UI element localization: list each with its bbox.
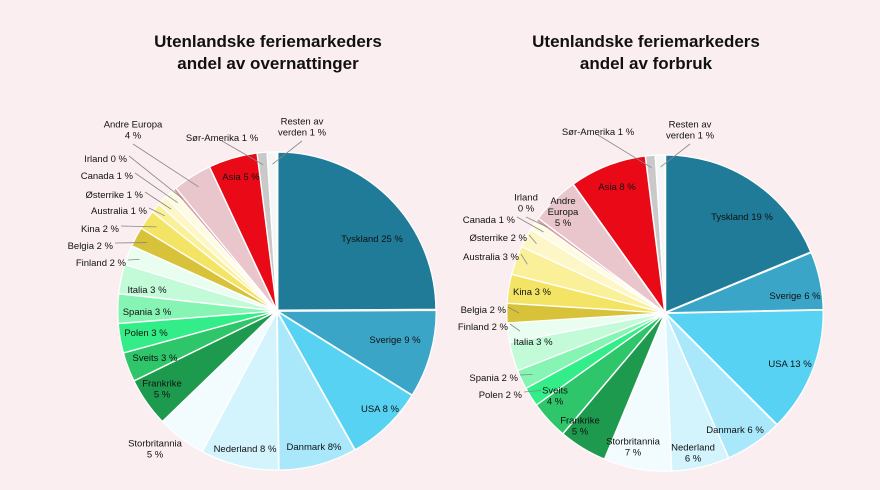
slice-label-polen: Polen 3 % [124, 328, 168, 339]
pie-forbruk: Tyskland 19 % Sverige 6 % USA 13 % Danmark … [458, 120, 824, 472]
slice-sverige [665, 251, 824, 314]
slice-labels: Tyskland 19 % Sverige 6 % USA 13 % Danmark … [458, 120, 821, 465]
slice-label-nederland: Nederland 8 % [214, 444, 277, 455]
slice-usa [664, 309, 824, 426]
slice-label-italia: Italia 3 % [127, 285, 167, 296]
leader-lines [114, 140, 303, 261]
leader-line-kina [120, 225, 157, 228]
slice-label-resten-av-verden: Resten av [281, 117, 324, 128]
slice-label-sveits: 4 % [547, 397, 564, 408]
slice-label-kina: Kina 3 % [513, 287, 552, 298]
slice-tyskland [665, 154, 812, 313]
slice-label-sveits: Sveits [542, 386, 568, 397]
chart-title-forbruk: Utenlandske feriemarkeders andel av forb… [496, 31, 796, 75]
slice-label-resten-av-verden: verden 1 % [666, 131, 715, 142]
leader-line-canada [134, 172, 178, 204]
chart-title-line: andel av overnattinger [177, 54, 359, 73]
leader-line-irland [128, 155, 183, 199]
slice-label-storbritannia: Storbritannia [606, 437, 661, 448]
slice-label-andre-europa: 4 % [125, 131, 142, 142]
leader-line-australia [148, 207, 166, 217]
leader-line-polen [523, 390, 542, 393]
leader-line-resten-av-verden [660, 143, 691, 168]
slice-label-usa: USA 8 % [361, 404, 400, 415]
slice-label-tyskland: Tyskland 19 % [711, 212, 773, 223]
slice-label-andre-europa: Europa [548, 207, 579, 218]
slice-label-usa: USA 13 % [768, 359, 812, 370]
leader-line-sor-amerika [597, 134, 652, 168]
leader-line-osterrike [528, 234, 537, 244]
leader-line-resten-av-verden [272, 140, 303, 165]
slice-label-storbritannia: 7 % [625, 448, 642, 459]
chart-title-overnattinger: Utenlandske feriemarkeders andel av over… [118, 31, 418, 75]
leader-line-andre-europa [132, 143, 199, 188]
slice-tyskland [277, 151, 437, 311]
slice-label-polen: Polen 2 % [479, 390, 523, 401]
slice-label-storbritannia: Storbritannia [128, 439, 183, 450]
leader-line-osterrike [144, 191, 172, 210]
slice-label-finland: Finland 2 % [458, 322, 509, 333]
slice-label-danmark: Danmark 8% [287, 442, 342, 453]
slice-label-australia: Australia 3 % [463, 252, 520, 263]
slice-label-sor-amerika: Sør-Amerika 1 % [562, 127, 635, 138]
leader-line-canada [516, 216, 544, 233]
slice-label-australia: Australia 1 % [91, 206, 148, 217]
slice-label-finland: Finland 2 % [76, 258, 127, 269]
leader-line-irland [525, 216, 548, 228]
slice-label-storbritannia: 5 % [147, 450, 164, 461]
slice-label-nederland: 6 % [685, 454, 702, 465]
slice-label-resten-av-verden: Resten av [669, 120, 712, 131]
slice-label-asia: Asia 5 % [222, 172, 260, 183]
leader-line-sor-amerika [221, 140, 264, 166]
slice-label-resten-av-verden: verden 1 % [278, 128, 327, 139]
slice-resten-av-verden [266, 151, 278, 310]
pie-slices [506, 154, 824, 472]
slice-labels: Tyskland 25 % Sverige 9 % USA 8 % Danmark 8… [68, 117, 422, 461]
slice-sverige [276, 309, 437, 396]
slice-label-sverige: Sverige 9 % [369, 335, 421, 346]
slice-label-andre-europa: Andre Europa [104, 120, 163, 131]
chart-title-line: Utenlandske feriemarkeders [532, 32, 760, 51]
slice-label-osterrike: Østerrike 2 % [469, 233, 527, 244]
pie-slices [117, 151, 437, 471]
slice-label-belgia: Belgia 2 % [461, 305, 507, 316]
slice-label-tyskland: Tyskland 25 % [341, 234, 403, 245]
slice-label-italia: Italia 3 % [513, 337, 553, 348]
slice-label-spania: Spania 2 % [469, 373, 518, 384]
slice-label-frankrike: 5 % [572, 427, 589, 438]
slice-label-andre-europa: 5 % [555, 218, 572, 229]
slice-label-danmark: Danmark 6 % [706, 425, 764, 436]
slice-label-osterrike: Østerrike 1 % [85, 190, 143, 201]
slice-label-kina: Kina 2 % [81, 224, 120, 235]
slice-label-frankrike: Frankrike [142, 379, 182, 390]
slice-usa [277, 311, 413, 451]
slice-label-irland: Irland 0 % [84, 154, 127, 165]
leader-line-belgia [507, 306, 520, 314]
slice-label-belgia: Belgia 2 % [68, 241, 114, 252]
slice-label-canada: Canada 1 % [463, 215, 516, 226]
leader-lines [507, 134, 691, 393]
slice-label-irland: Irland [514, 193, 538, 204]
leader-line-finland [509, 323, 521, 332]
leader-line-spania [519, 374, 533, 376]
slice-resten-av-verden [654, 154, 666, 312]
slice-label-sor-amerika: Sør-Amerika 1 % [186, 133, 259, 144]
slice-label-sveits: Sveits 3 % [133, 353, 178, 364]
leader-line-australia [520, 253, 528, 265]
slice-label-canada: Canada 1 % [81, 171, 134, 182]
slice-label-nederland: Nederland [671, 443, 715, 454]
slice-label-sverige: Sverige 6 % [769, 291, 821, 302]
pie-overnattinger: Tyskland 25 % Sverige 9 % USA 8 % Danmark 8… [68, 117, 437, 471]
slice-label-spania: Spania 3 % [123, 307, 172, 318]
slice-label-irland: 0 % [518, 204, 535, 215]
slice-label-frankrike: Frankrike [560, 416, 600, 427]
slice-label-andre-europa: Andre [550, 196, 575, 207]
chart-title-line: Utenlandske feriemarkeders [154, 32, 382, 51]
slice-danmark [276, 311, 356, 471]
slice-label-frankrike: 5 % [154, 390, 171, 401]
chart-title-line: andel av forbruk [579, 54, 713, 73]
leader-line-finland [127, 258, 140, 261]
slice-label-asia: Asia 8 % [598, 182, 636, 193]
